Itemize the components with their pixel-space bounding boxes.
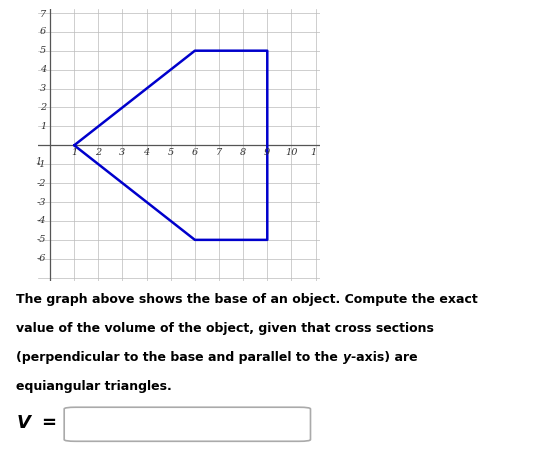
Text: 1: 1: [40, 122, 47, 131]
Text: 2: 2: [95, 148, 102, 157]
Text: 6: 6: [40, 27, 47, 36]
Text: 8: 8: [240, 148, 247, 157]
Text: 3: 3: [119, 148, 125, 157]
Text: 3: 3: [40, 84, 47, 93]
Text: 6: 6: [192, 148, 198, 157]
Text: 1: 1: [71, 148, 77, 157]
Text: 10: 10: [285, 148, 298, 157]
Text: -2: -2: [37, 178, 47, 188]
Text: The graph above shows the base of an object. Compute the exact: The graph above shows the base of an obj…: [16, 293, 478, 306]
Text: 5: 5: [168, 148, 174, 157]
Text: 9: 9: [264, 148, 270, 157]
Text: value of the volume of the object, given that cross sections: value of the volume of the object, given…: [16, 322, 434, 336]
Text: 7: 7: [216, 148, 222, 157]
Text: -axis) are: -axis) are: [351, 351, 417, 365]
Text: -5: -5: [37, 235, 47, 244]
Text: -6: -6: [37, 254, 47, 263]
FancyBboxPatch shape: [64, 407, 311, 441]
Text: equiangular triangles.: equiangular triangles.: [16, 380, 172, 394]
Text: -1: -1: [37, 160, 47, 169]
Text: =: =: [41, 414, 56, 432]
Text: 5: 5: [40, 46, 47, 55]
Text: (perpendicular to the base and parallel to the: (perpendicular to the base and parallel …: [16, 351, 343, 365]
Text: -4: -4: [37, 217, 47, 226]
Text: 4: 4: [40, 65, 47, 74]
Text: y: y: [343, 351, 351, 365]
Text: 7: 7: [40, 10, 47, 19]
Text: -3: -3: [37, 197, 47, 207]
Text: 2: 2: [40, 103, 47, 112]
Text: 1: 1: [35, 157, 41, 166]
Text: 4: 4: [143, 148, 150, 157]
Text: 1: 1: [310, 148, 316, 157]
Text: V: V: [16, 414, 30, 432]
